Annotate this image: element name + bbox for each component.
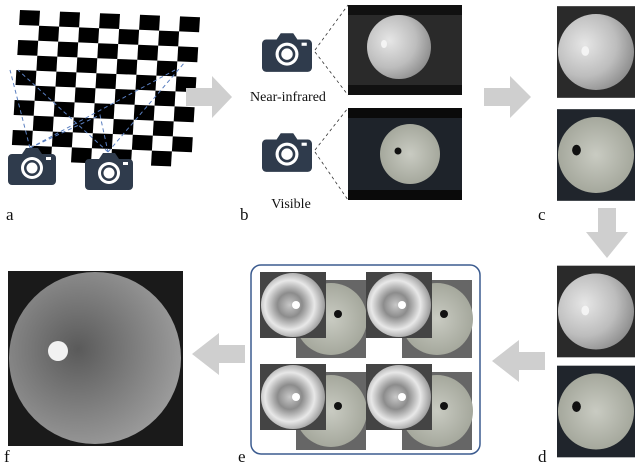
arrow: [192, 333, 245, 375]
image-pair: [260, 364, 367, 450]
image-pair: [366, 272, 473, 358]
checker-square: [155, 91, 176, 107]
checker-square: [19, 10, 40, 26]
checker-square: [17, 40, 38, 56]
checker-square: [36, 56, 57, 72]
panel-label: d: [538, 447, 547, 466]
panel-label: e: [238, 447, 246, 466]
camera: [262, 33, 312, 72]
image: [557, 6, 635, 98]
checker-square: [172, 136, 193, 152]
checker-square: [78, 27, 99, 43]
checker-square: [118, 29, 139, 45]
arrow: [586, 208, 628, 258]
checker-square: [179, 16, 200, 32]
checker-square: [75, 87, 96, 103]
checker-square: [99, 13, 120, 29]
image-pair: [260, 272, 367, 358]
checker-square: [158, 31, 179, 47]
checker-square: [56, 72, 77, 88]
panel-label: a: [6, 205, 14, 224]
checker-square: [59, 12, 80, 28]
panel-label: c: [538, 205, 546, 224]
checker-square: [113, 119, 134, 135]
checker-square: [116, 59, 137, 75]
checker-square: [76, 57, 97, 73]
caption: Visible: [271, 197, 311, 212]
checker-square: [38, 26, 59, 42]
arrow: [492, 340, 545, 382]
arrow: [484, 76, 531, 118]
camera: [262, 133, 312, 172]
checker-square: [132, 135, 153, 151]
checker-square: [136, 75, 157, 91]
checker-square: [137, 45, 158, 61]
checker-square: [174, 106, 195, 122]
panel-label: b: [240, 205, 249, 224]
checker-square: [151, 151, 172, 167]
checker-square: [153, 121, 174, 137]
image-pair: [366, 364, 473, 450]
checker-square: [14, 100, 35, 116]
panel-label: f: [4, 447, 10, 466]
checker-square: [57, 42, 78, 58]
checker-square: [177, 46, 198, 62]
checker-square: [96, 73, 117, 89]
checker-square: [97, 43, 118, 59]
checker-square: [139, 15, 160, 31]
image: [557, 366, 635, 458]
checker-square: [12, 130, 33, 146]
figure: a Near-infrared Visible b c d e f: [0, 0, 640, 468]
caption: Near-infrared: [250, 90, 326, 105]
image: [557, 109, 635, 201]
image: [557, 266, 635, 358]
checker-square: [54, 102, 75, 118]
checker-square: [33, 116, 54, 132]
